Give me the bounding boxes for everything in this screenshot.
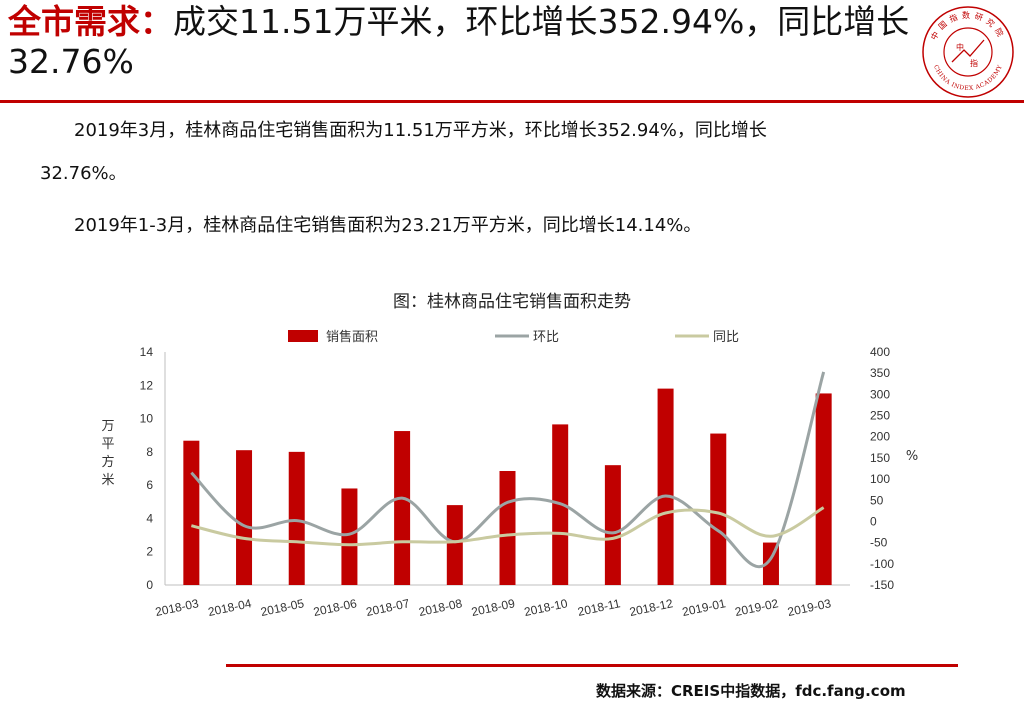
x-tick-label: 2019-03 xyxy=(786,596,832,619)
y2-tick-label: 0 xyxy=(870,514,877,528)
y2-tick-label: 50 xyxy=(870,493,884,507)
y2-tick-label: 350 xyxy=(870,366,890,380)
x-tick-label: 2018-06 xyxy=(312,596,358,619)
svg-text:中国指数研究院: 中国指数研究院 xyxy=(928,10,1007,42)
logo-top-text: 中国指数研究院 xyxy=(928,10,1003,42)
bar-2018-06 xyxy=(341,488,358,585)
bar-2018-12 xyxy=(657,388,674,585)
logo-bottom-text: CHINA INDEX ACADEMY xyxy=(932,63,1004,92)
legend-label-同比: 同比 xyxy=(713,330,739,345)
x-tick-label: 2018-03 xyxy=(154,596,200,619)
headline-text: 成交11.51万平米，环比增长352.94%，同比增长32.76% xyxy=(8,2,910,81)
bar-2018-07 xyxy=(394,431,411,585)
china-index-academy-logo: 中国指数研究院 CHINA INDEX ACADEMY 中 指 xyxy=(922,6,1014,98)
logo-center-text-2: 指 xyxy=(970,58,978,68)
x-tick-label: 2018-07 xyxy=(365,596,411,619)
x-tick-label: 2018-04 xyxy=(207,596,253,619)
x-tick-label: 2019-02 xyxy=(734,596,780,619)
y-tick-label: 2 xyxy=(146,545,153,559)
x-tick-label: 2019-01 xyxy=(681,596,727,619)
bar-2018-11 xyxy=(604,465,621,585)
x-tick-label: 2018-09 xyxy=(470,596,516,619)
y-tick-label: 12 xyxy=(140,378,154,392)
paragraph-1: 2019年3月，桂林商品住宅销售面积为11.51万平方米，环比增长352.94%… xyxy=(74,120,767,141)
top-divider xyxy=(0,100,1024,103)
y-axis-label: 万平方米 xyxy=(101,419,114,488)
legend-label-环比: 环比 xyxy=(533,330,559,345)
legend-swatch-销售面积 xyxy=(288,330,318,342)
bar-2018-05 xyxy=(288,451,305,585)
x-tick-label: 2018-08 xyxy=(417,596,463,619)
y-tick-label: 4 xyxy=(146,511,153,525)
y2-tick-label: -150 xyxy=(870,578,894,592)
line-同比 xyxy=(190,506,825,547)
bar-2018-08 xyxy=(446,505,463,585)
y2-tick-label: 250 xyxy=(870,409,890,423)
y2-tick-label: 200 xyxy=(870,430,890,444)
bottom-divider xyxy=(226,664,958,667)
line-环比 xyxy=(190,371,826,569)
y2-tick-label: 150 xyxy=(870,451,890,465)
paragraph-1-continued: 32.76%。 xyxy=(40,163,127,184)
x-tick-label: 2018-11 xyxy=(576,596,621,619)
y-tick-label: 0 xyxy=(146,578,153,592)
y2-tick-label: 400 xyxy=(870,345,890,359)
y2-axis-label: % xyxy=(906,449,918,464)
chart-title: 图：桂林商品住宅销售面积走势 xyxy=(393,292,631,312)
bar-2019-01 xyxy=(710,433,727,585)
bar-2018-09 xyxy=(499,470,516,585)
y2-tick-label: 300 xyxy=(870,387,890,401)
x-tick-label: 2018-10 xyxy=(523,596,569,619)
bar-2019-03 xyxy=(815,393,832,585)
y2-tick-label: 100 xyxy=(870,472,890,486)
data-source: 数据来源：CREIS中指数据，fdc.fang.com xyxy=(596,682,906,700)
bar-2018-04 xyxy=(236,450,253,585)
y-tick-label: 14 xyxy=(140,345,154,359)
paragraph-2: 2019年1-3月，桂林商品住宅销售面积为23.21万平方米，同比增长14.14… xyxy=(74,215,702,236)
y2-tick-label: -100 xyxy=(870,557,894,571)
bar-2018-03 xyxy=(183,440,200,585)
y-tick-label: 6 xyxy=(146,478,153,492)
y-tick-label: 8 xyxy=(146,445,153,459)
headline-accent: 全市需求： xyxy=(8,2,173,41)
x-tick-label: 2018-12 xyxy=(628,596,674,619)
legend-label-销售面积: 销售面积 xyxy=(326,329,378,345)
svg-text:CHINA INDEX ACADEMY: CHINA INDEX ACADEMY xyxy=(932,63,1004,92)
x-tick-label: 2018-05 xyxy=(259,596,305,619)
y2-tick-label: -50 xyxy=(870,536,888,550)
sales-area-chart: 0 2 4 6 8 10 12 14 -150 -100 -50 0 50 100 150 200 250 300… xyxy=(101,329,918,619)
logo-center-text: 中 xyxy=(956,42,964,52)
headline: 全市需求：成交11.51万平米，环比增长352.94%，同比增长32.76% xyxy=(8,2,918,82)
y-tick-label: 10 xyxy=(140,412,154,426)
